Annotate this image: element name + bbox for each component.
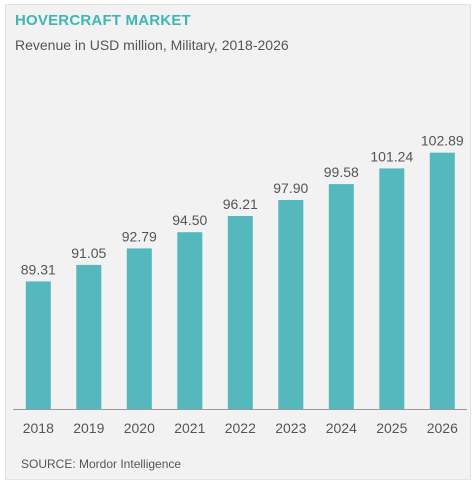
chart-title: HOVERCRAFT MARKET	[15, 12, 191, 29]
bar-2021	[177, 232, 203, 409]
value-label-2020: 92.79	[122, 228, 157, 244]
x-tick-label-2019: 2019	[73, 420, 104, 436]
x-tick-label-2022: 2022	[225, 420, 256, 436]
bar-2025	[379, 168, 405, 409]
chart-subtitle: Revenue in USD million, Military, 2018-2…	[15, 37, 289, 53]
value-label-2026: 102.89	[421, 133, 464, 149]
x-tick-label-2025: 2025	[376, 420, 407, 436]
x-tick-labels: 2018 2019 2020 2021 2022 2023 2024 2025 2026	[23, 420, 458, 436]
bar-2026	[429, 152, 455, 409]
x-tick-label-2024: 2024	[326, 420, 357, 436]
value-label-2019: 91.05	[71, 245, 106, 261]
value-label-2023: 97.90	[273, 180, 308, 196]
bar-2022	[227, 216, 253, 409]
x-tick-label-2020: 2020	[124, 420, 155, 436]
value-label-2022: 96.21	[223, 196, 258, 212]
value-label-2024: 99.58	[324, 164, 359, 180]
x-tick-label-2021: 2021	[174, 420, 205, 436]
bar-2019	[76, 264, 102, 409]
bars-group	[25, 152, 455, 409]
x-tick-label-2018: 2018	[23, 420, 54, 436]
value-label-2025: 101.24	[370, 148, 413, 164]
value-label-2018: 89.31	[21, 261, 56, 277]
value-labels: 89.31 91.05 92.79 94.50 96.21 97.90 99.58 101.2…	[21, 133, 464, 278]
bar-2018	[25, 281, 51, 409]
bar-2020	[126, 248, 152, 409]
source-note: SOURCE: Mordor Intelligence	[21, 457, 182, 471]
bar-2024	[328, 184, 354, 409]
x-tick-label-2026: 2026	[427, 420, 458, 436]
bar-2023	[278, 200, 304, 409]
x-tick-label-2023: 2023	[275, 420, 306, 436]
value-label-2021: 94.50	[172, 212, 207, 228]
